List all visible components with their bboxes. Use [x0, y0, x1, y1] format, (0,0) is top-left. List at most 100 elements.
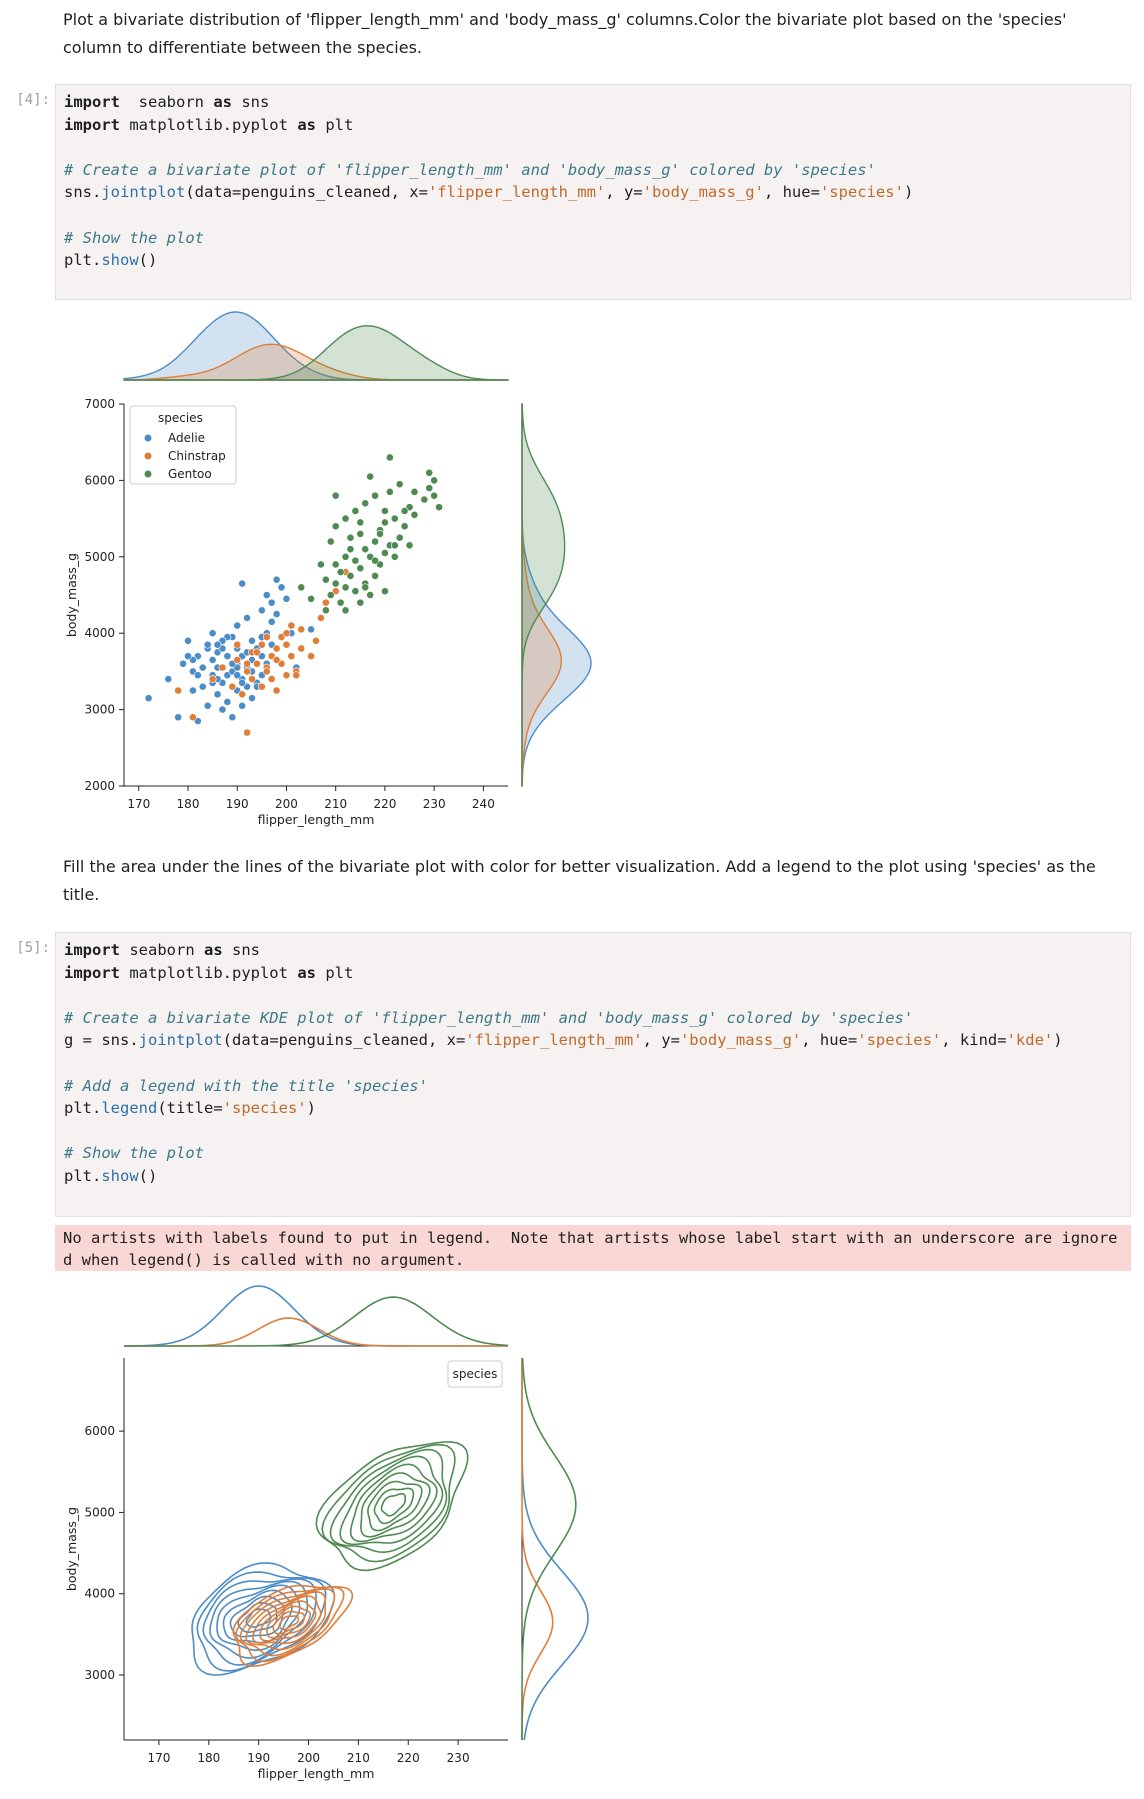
scatter-point-gentoo: [390, 514, 399, 523]
code-cell-5[interactable]: import seaborn as sns import matplotlib.…: [55, 932, 1131, 1217]
marginal-y-kde: [521, 1357, 589, 1741]
code-token: # Add a legend with the title 'species': [64, 1076, 428, 1095]
code-token: 'flipper_length_mm': [465, 1031, 643, 1050]
code-line: plt.show(): [64, 251, 157, 269]
scatter-point-gentoo: [395, 480, 404, 489]
code-line: import seaborn as sns: [64, 941, 260, 959]
code-token: as: [297, 115, 316, 134]
code-token: import: [64, 941, 120, 959]
code-token: as: [297, 963, 316, 982]
marginal-y-kde-gentoo: [521, 1357, 577, 1740]
code-token: ): [1053, 1031, 1063, 1050]
x-tick-label: 190: [226, 797, 249, 811]
scatter-point-gentoo: [351, 556, 360, 565]
code-token: seaborn: [120, 93, 214, 111]
scatter-point-adelie: [272, 575, 281, 584]
kde-contour-level: [315, 1441, 469, 1572]
scatter-point-adelie: [198, 663, 207, 672]
y-tick-label: 2000: [84, 779, 115, 793]
scatter-point-gentoo: [425, 484, 434, 492]
y-tick-label: 4000: [84, 626, 115, 640]
marginal-y-kde: [521, 403, 592, 787]
x-axis-label: flipper_length_mm: [258, 1766, 375, 1781]
x-tick-label: 220: [373, 797, 396, 811]
scatter-point-adelie: [203, 701, 212, 710]
y-tick-label: 6000: [84, 473, 115, 487]
kde-contour-level: [245, 1591, 327, 1651]
kde-contour-level: [266, 1605, 312, 1639]
scatter-point-gentoo: [336, 598, 345, 607]
x-tick-label: 210: [347, 1751, 370, 1765]
code-line: import matplotlib.pyplot as plt: [64, 116, 353, 134]
scatter-point-gentoo: [430, 491, 439, 500]
scatter-point-gentoo: [425, 468, 434, 477]
scatter-point-gentoo: [371, 491, 379, 500]
scatter-point-gentoo: [371, 571, 379, 580]
kde-contour-level: [259, 1600, 317, 1642]
code-token: plt: [315, 963, 354, 982]
scatter-point-gentoo: [405, 541, 414, 550]
x-tick-label: 190: [247, 1751, 270, 1765]
code-token: 'kde': [1006, 1031, 1054, 1050]
scatter-point-gentoo: [410, 487, 419, 496]
code-token: jointplot: [101, 183, 186, 202]
jointplot-scatter-chart: 170 180 190 200 210 220 230 240 2000 3000 4000 5000…: [64, 311, 592, 827]
scatter-point-adelie: [267, 598, 276, 607]
code-cell-5-source[interactable]: import seaborn as sns import matplotlib.…: [56, 933, 1130, 1194]
code-cell-4-source[interactable]: import seaborn as sns import matplotlib.…: [56, 85, 1130, 278]
cell-5-prompt: [5]:: [16, 940, 50, 956]
kde-contour-level: [239, 1588, 336, 1657]
marginal-x-kde-adelie: [123, 1285, 508, 1347]
legend-marker-adelie: [144, 434, 152, 442]
scatter-point-adelie: [228, 713, 237, 722]
scatter-point-adelie: [282, 594, 291, 603]
kde-plot-area: 170 180 190 200 210 220 230 3000 4000 5000 6000 fli…: [64, 1358, 508, 1781]
code-token: # Create a bivariate KDE plot of 'flippe…: [64, 1008, 914, 1027]
scatter-point-gentoo: [326, 591, 335, 599]
scatter-point-adelie: [307, 625, 315, 634]
scatter-point-adelie: [179, 659, 187, 668]
scatter-point-gentoo: [356, 529, 365, 538]
scatter-point-gentoo: [336, 568, 345, 576]
code-line: import seaborn as sns: [64, 93, 269, 111]
markdown-cell-1: Plot a bivariate distribution of 'flippe…: [63, 10, 1067, 57]
scatter-point-gentoo: [341, 514, 350, 523]
scatter-point-gentoo: [297, 583, 306, 592]
scatter-point-chinstrap: [262, 667, 271, 676]
kde-contour-level: [360, 1472, 431, 1538]
scatter-point-gentoo: [346, 571, 355, 580]
scatter-point-adelie: [208, 656, 217, 664]
scatter-point-chinstrap: [282, 671, 291, 680]
scatter-point-gentoo: [346, 533, 355, 542]
x-tick-label: 210: [324, 797, 347, 811]
scatter-point-adelie: [267, 617, 276, 626]
markdown-cell-2: Fill the area under the lines of the biv…: [63, 857, 1096, 904]
scatter-point-gentoo: [381, 587, 389, 596]
scatter-point-adelie: [164, 675, 173, 683]
code-token: (data=penguins_cleaned, x=: [222, 1031, 466, 1050]
scatter-point-adelie: [213, 690, 222, 699]
scatter-point-gentoo: [400, 507, 409, 515]
y-tick-label: 6000: [84, 1424, 115, 1438]
scatter-point-gentoo: [346, 545, 355, 554]
scatter-point-gentoo: [351, 587, 360, 596]
y-tick-label: 5000: [84, 1505, 115, 1519]
scatter-point-gentoo: [410, 510, 419, 519]
y-tick-label: 3000: [84, 703, 115, 717]
scatter-point-gentoo: [371, 556, 379, 565]
scatter-point-chinstrap: [257, 682, 266, 691]
scatter-point-gentoo: [361, 499, 370, 508]
code-cell-4[interactable]: import seaborn as sns import matplotlib.…: [55, 84, 1131, 300]
scatter-point-chinstrap: [189, 713, 197, 722]
scatter-point-gentoo: [331, 579, 340, 588]
scatter-point-gentoo: [341, 552, 350, 561]
x-tick-label: 170: [147, 1751, 170, 1765]
scatter-point-chinstrap: [253, 648, 261, 657]
scatter-point-adelie: [208, 629, 217, 638]
x-tick-label: 180: [177, 797, 200, 811]
scatter-point-adelie: [238, 678, 247, 687]
scatter-point-adelie: [218, 705, 227, 714]
scatter-point-gentoo: [331, 522, 340, 531]
x-tick-label: 180: [197, 1751, 220, 1765]
y-axis-label: body_mass_g: [64, 553, 79, 637]
